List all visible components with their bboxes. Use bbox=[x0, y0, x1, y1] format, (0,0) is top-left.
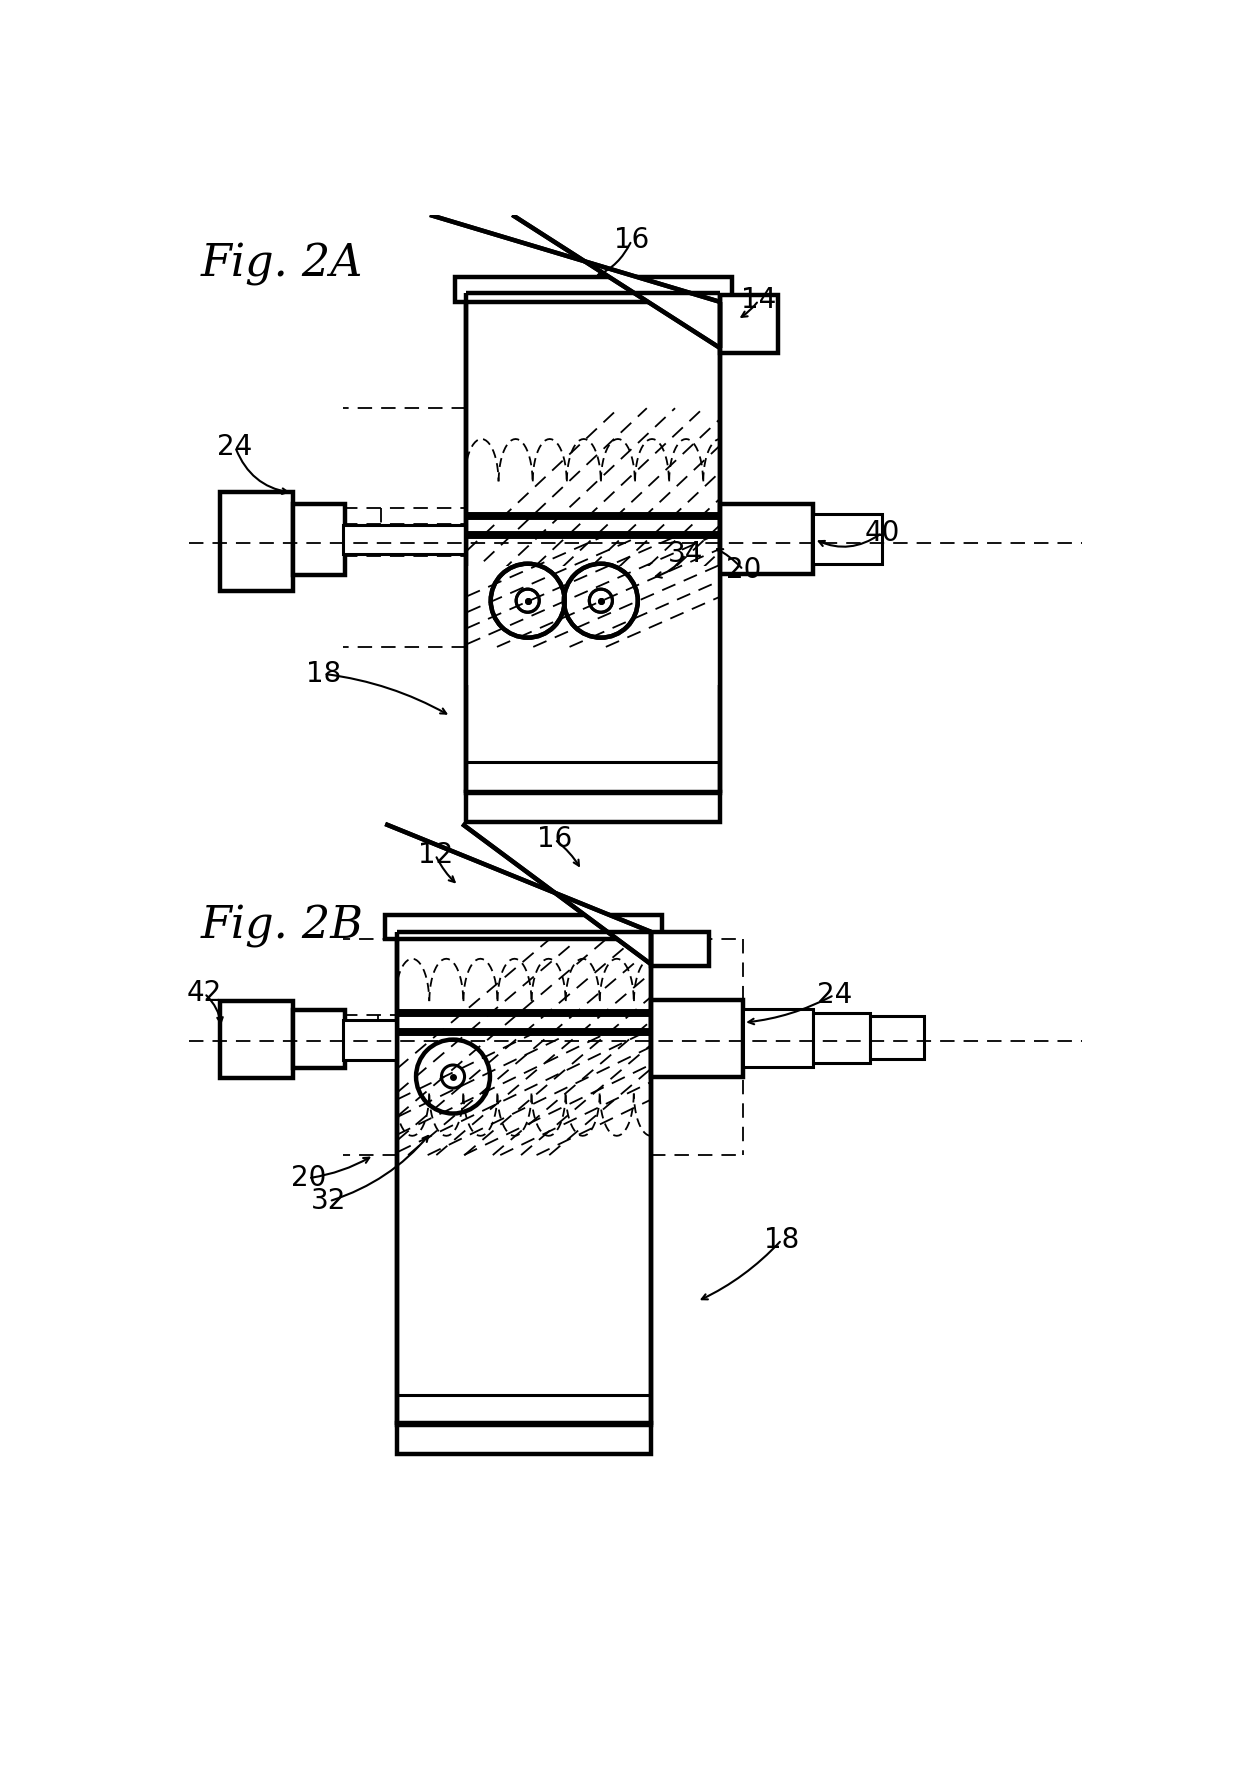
Text: 20: 20 bbox=[725, 555, 761, 584]
Bar bbox=[651, 999, 743, 1076]
Bar bbox=[743, 1008, 812, 1066]
Bar bbox=[870, 1017, 924, 1058]
Bar bbox=[293, 1010, 345, 1067]
Bar bbox=[343, 1019, 397, 1060]
Bar bbox=[812, 1012, 870, 1062]
Bar bbox=[720, 296, 777, 353]
Bar bbox=[397, 1424, 651, 1454]
Text: 32: 32 bbox=[311, 1187, 347, 1216]
Bar bbox=[386, 915, 662, 940]
Text: Fig. 2A: Fig. 2A bbox=[201, 242, 363, 287]
Text: 14: 14 bbox=[742, 287, 776, 315]
Text: 16: 16 bbox=[537, 826, 573, 853]
Text: 42: 42 bbox=[187, 980, 222, 1007]
Bar bbox=[219, 1001, 293, 1078]
Polygon shape bbox=[430, 215, 720, 347]
Bar bbox=[466, 292, 720, 793]
Text: Fig. 2B: Fig. 2B bbox=[201, 904, 363, 947]
Bar bbox=[397, 931, 651, 1424]
Bar bbox=[219, 493, 293, 591]
Bar bbox=[651, 931, 708, 967]
Bar bbox=[455, 278, 732, 303]
Text: 34: 34 bbox=[668, 541, 703, 568]
Bar bbox=[293, 505, 345, 575]
Text: 24: 24 bbox=[217, 433, 253, 460]
Bar bbox=[343, 525, 466, 555]
Text: 24: 24 bbox=[816, 981, 852, 1008]
Text: 40: 40 bbox=[864, 519, 899, 546]
Bar bbox=[812, 514, 882, 564]
Text: 20: 20 bbox=[290, 1164, 326, 1193]
Bar bbox=[720, 505, 812, 573]
Bar bbox=[467, 566, 719, 686]
Text: 18: 18 bbox=[764, 1225, 800, 1254]
Polygon shape bbox=[386, 824, 651, 964]
Text: 18: 18 bbox=[306, 659, 341, 688]
Text: 16: 16 bbox=[614, 226, 650, 254]
Text: 12: 12 bbox=[418, 840, 453, 869]
Bar bbox=[466, 792, 720, 822]
